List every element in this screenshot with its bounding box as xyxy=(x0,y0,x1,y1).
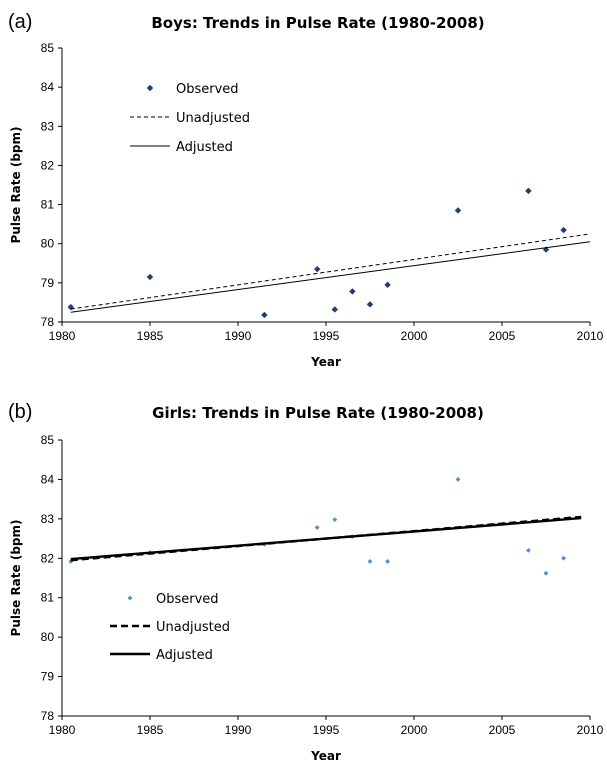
y-tick-label: 82 xyxy=(41,551,55,565)
data-point xyxy=(367,559,373,564)
legend-label: Unadjusted xyxy=(176,111,250,126)
legend-label: Adjusted xyxy=(176,140,233,155)
x-tick-label: 2005 xyxy=(489,329,516,343)
legend-label: Unadjusted xyxy=(156,620,230,635)
y-tick-label: 80 xyxy=(41,630,55,644)
data-point xyxy=(67,303,74,311)
y-axis-title: Pulse Rate (bpm) xyxy=(9,520,23,637)
x-tick-label: 1990 xyxy=(225,329,252,343)
data-point xyxy=(526,548,531,553)
y-tick-label: 78 xyxy=(41,709,55,723)
data-point xyxy=(146,273,154,281)
y-tick-label: 79 xyxy=(41,276,55,290)
y-tick-label: 79 xyxy=(41,670,55,684)
legend-label: Observed xyxy=(176,82,239,97)
x-tick-label: 1980 xyxy=(49,329,76,343)
data-point xyxy=(561,555,566,561)
x-tick-label: 1990 xyxy=(225,723,252,737)
x-tick-label: 2000 xyxy=(401,723,428,737)
x-tick-label: 1985 xyxy=(137,723,164,737)
y-axis-title: Pulse Rate (bpm) xyxy=(9,127,23,244)
legend-label: Observed xyxy=(156,592,219,607)
y-tick-label: 84 xyxy=(41,472,55,486)
y-tick-label: 85 xyxy=(41,433,55,447)
data-point xyxy=(331,306,338,313)
data-point xyxy=(366,301,374,308)
y-tick-label: 80 xyxy=(41,237,55,251)
legend-label: Adjusted xyxy=(156,648,213,663)
data-point xyxy=(560,226,567,234)
data-point xyxy=(455,477,461,482)
x-axis-title: Year xyxy=(310,749,341,761)
legend-marker xyxy=(127,595,133,601)
data-point xyxy=(349,288,356,295)
data-point xyxy=(332,517,338,523)
x-tick-label: 2010 xyxy=(577,329,604,343)
data-point xyxy=(314,525,320,530)
x-axis-title: Year xyxy=(310,355,341,369)
x-tick-label: 2010 xyxy=(577,723,604,737)
data-point xyxy=(314,265,321,273)
y-tick-label: 85 xyxy=(41,41,55,55)
data-point xyxy=(543,570,549,576)
x-tick-label: 2005 xyxy=(489,723,516,737)
adjusted-trend-line xyxy=(70,516,582,561)
legend-marker xyxy=(146,84,154,92)
x-tick-label: 1980 xyxy=(49,723,76,737)
y-tick-label: 83 xyxy=(41,119,55,133)
y-tick-label: 81 xyxy=(41,198,55,212)
adjusted-trend-line xyxy=(70,241,591,313)
data-point xyxy=(454,207,462,214)
data-point xyxy=(384,281,391,289)
chart-panel-1: (b) Girls: Trends in Pulse Rate (1980-200… xyxy=(8,401,604,761)
panel-label: (a) xyxy=(8,11,32,33)
y-tick-label: 81 xyxy=(41,591,55,605)
data-point xyxy=(525,187,532,195)
y-tick-label: 78 xyxy=(41,315,55,329)
y-tick-label: 84 xyxy=(41,80,55,94)
chart-panel-0: (a) Boys: Trends in Pulse Rate (1980-2008… xyxy=(8,11,604,369)
chart-title: Girls: Trends in Pulse Rate (1980-2008) xyxy=(152,404,484,422)
x-tick-label: 1985 xyxy=(137,329,164,343)
data-point xyxy=(385,559,390,564)
chart-title: Boys: Trends in Pulse Rate (1980-2008) xyxy=(151,14,484,32)
x-tick-label: 1995 xyxy=(313,329,340,343)
panel-label: (b) xyxy=(8,401,32,423)
y-tick-label: 83 xyxy=(41,512,55,526)
data-point xyxy=(261,311,268,319)
x-tick-label: 1995 xyxy=(313,723,340,737)
unadjusted-trend-line xyxy=(70,233,591,310)
x-tick-label: 2000 xyxy=(401,329,428,343)
y-tick-label: 82 xyxy=(41,158,55,172)
